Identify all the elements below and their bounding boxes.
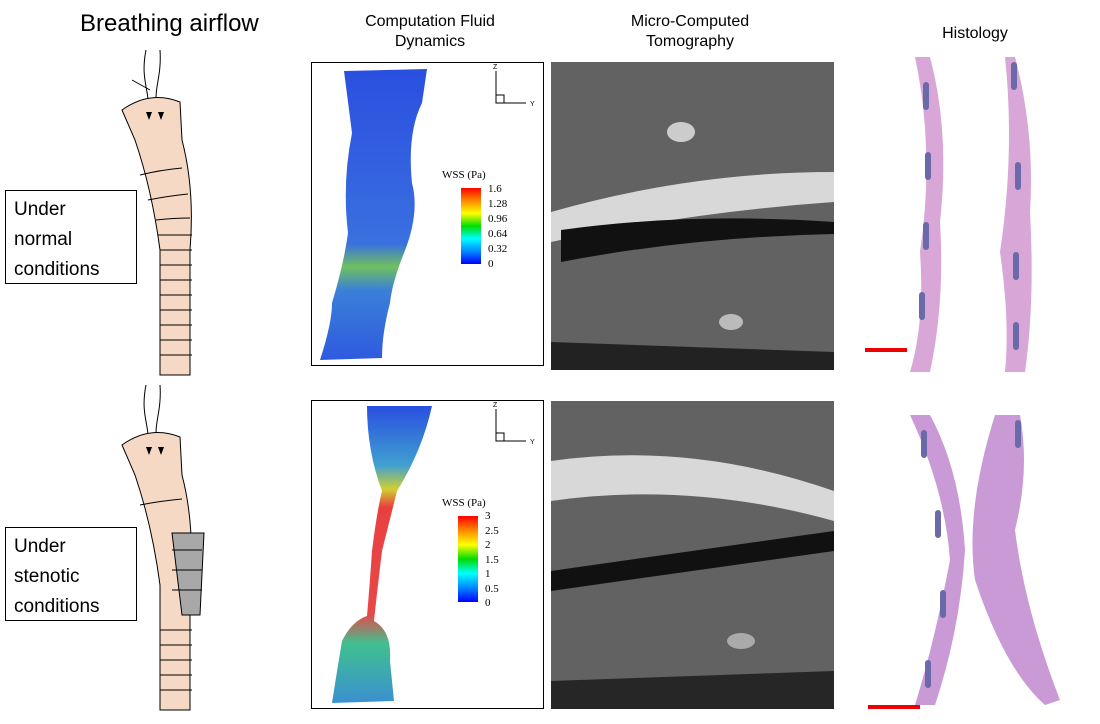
- tick-label: 1: [485, 568, 491, 580]
- cfd-panel-stenotic: Z Y WSS (Pa) 3 2.5 2 1.5 1 0.5 0: [311, 400, 544, 709]
- tick-label: 2: [485, 539, 491, 551]
- colorbar-ticks: 3 2.5 2 1.5 1 0.5 0: [485, 509, 499, 611]
- tick-label: 1.28: [488, 198, 508, 210]
- scale-bar: [865, 348, 907, 352]
- header-line: Dynamics: [394, 33, 466, 50]
- label-line: Under: [14, 199, 66, 220]
- header-line: Micro-Computed: [630, 13, 750, 30]
- colorbar: [461, 188, 481, 264]
- axis-triad-icon: Z Y: [493, 64, 535, 108]
- column-header-ct: Micro-Computed Tomography: [590, 12, 790, 52]
- axis-z-label: Z: [493, 64, 498, 71]
- tick-label: 0.96: [488, 213, 508, 225]
- normal-condition-label: Under normal conditions: [5, 190, 137, 284]
- tick-label: 0.64: [488, 228, 508, 240]
- tick-label: 2.5: [485, 524, 499, 537]
- figure-title: Breathing airflow: [80, 10, 259, 37]
- cfd-panel-normal: Z Y WSS (Pa) 1.6 1.28 0.96 0.64 0.32 0: [311, 62, 544, 366]
- micro-ct-image-normal: [551, 62, 834, 370]
- axis-y-label: Y: [530, 439, 535, 446]
- histology-image-normal: [910, 57, 1032, 372]
- label-line: stenotic: [14, 566, 80, 587]
- column-header-histology: Histology: [942, 25, 1008, 42]
- header-line: Computation Fluid: [365, 13, 495, 30]
- column-header-cfd: Computation Fluid Dynamics: [330, 12, 530, 52]
- colorbar-ticks: 1.6 1.28 0.96 0.64 0.32 0: [488, 182, 507, 272]
- tick-label: 0.5: [485, 582, 499, 595]
- legend-title: WSS (Pa): [442, 169, 486, 181]
- tick-label: 1.5: [485, 553, 499, 566]
- label-line: normal: [14, 229, 73, 250]
- tick-label: 0.32: [488, 243, 508, 255]
- tick-label: 1.6: [488, 183, 502, 195]
- label-line: conditions: [14, 596, 100, 617]
- label-line: Under: [14, 536, 66, 557]
- axis-y-label: Y: [530, 101, 535, 108]
- cfd-airway-model-stenotic: [332, 406, 432, 703]
- micro-ct-image-stenotic: [551, 401, 834, 709]
- axis-triad-icon: Z Y: [493, 402, 535, 446]
- histology-image-stenotic: [910, 415, 1060, 705]
- colorbar: [458, 516, 478, 602]
- stenotic-condition-label: Under stenotic conditions: [5, 527, 137, 621]
- scale-bar: [868, 705, 920, 709]
- trachea-normal-drawing: [121, 50, 192, 376]
- axis-z-label: Z: [493, 402, 498, 409]
- label-line: conditions: [14, 259, 100, 280]
- tick-label: 3: [485, 510, 491, 522]
- trachea-stenotic-drawing: [121, 385, 205, 711]
- header-line: Tomography: [645, 33, 735, 50]
- legend-title: WSS (Pa): [442, 497, 486, 509]
- tick-label: 0: [488, 258, 494, 270]
- cfd-airway-model-normal: [320, 69, 427, 360]
- tick-label: 0: [485, 597, 491, 609]
